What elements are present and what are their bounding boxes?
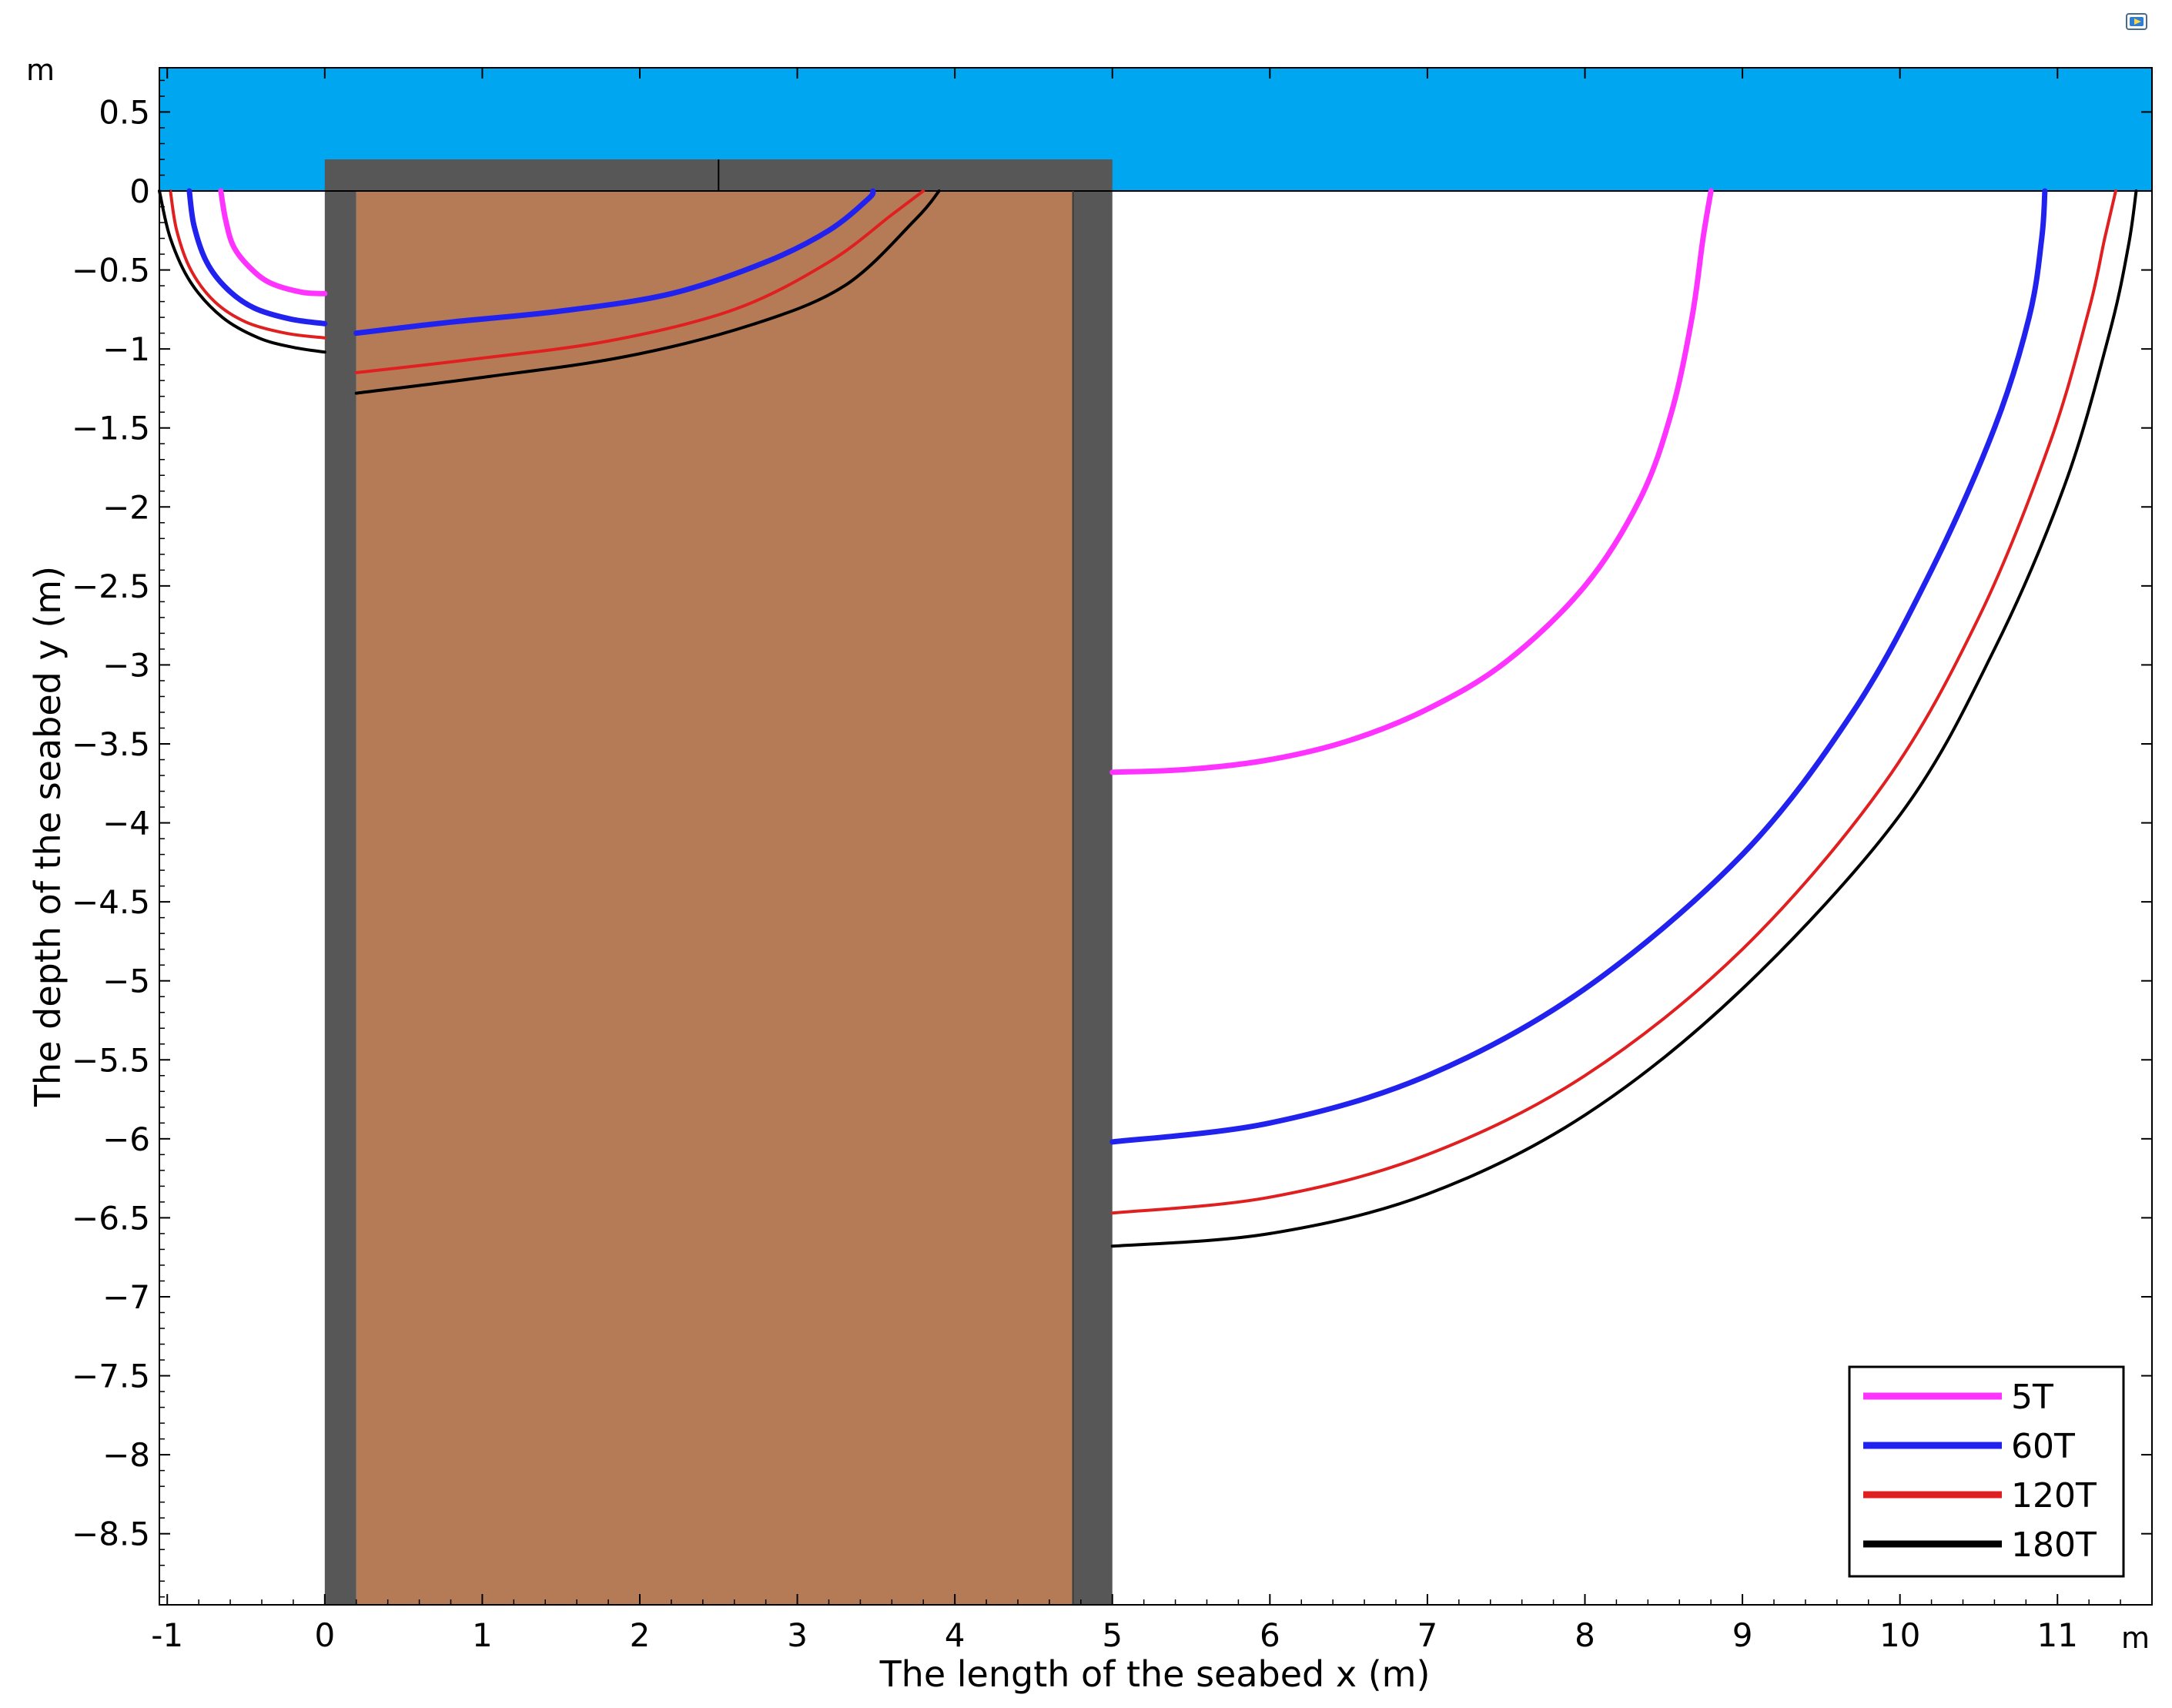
y-tick-label: −0.5 — [72, 252, 150, 290]
y-tick-label: −8 — [102, 1436, 150, 1474]
x-axis-unit-label: m — [2121, 1621, 2150, 1655]
y-tick-label: −3 — [102, 646, 150, 684]
x-tick-label: 6 — [1260, 1616, 1280, 1654]
x-tick-label: 11 — [2037, 1616, 2078, 1654]
series-120T-segment-2 — [354, 189, 925, 374]
y-axis-unit-label: m — [26, 53, 55, 87]
x-axis-title: The length of the seabed x (m) — [879, 1653, 1431, 1695]
series-60T-segment-1 — [186, 188, 328, 327]
y-tick-label: −7.5 — [72, 1358, 150, 1395]
graphics-window-icon[interactable] — [2126, 13, 2147, 30]
x-tick-label: 4 — [945, 1616, 966, 1654]
y-tick-label: −1.5 — [72, 410, 150, 447]
series-5T-segment-1 — [218, 188, 328, 296]
x-tick-label: 10 — [1879, 1616, 1920, 1654]
series-120T-segment-1 — [169, 189, 326, 340]
x-tick-label: 5 — [1102, 1616, 1123, 1654]
series-60T-segment-3 — [1109, 188, 2048, 1145]
x-tick-label: 9 — [1732, 1616, 1753, 1654]
y-tick-label: −4 — [102, 805, 150, 842]
y-tick-label: −2 — [102, 488, 150, 526]
x-tick-label: 0 — [314, 1616, 335, 1654]
legend-label-60T: 60T — [2011, 1427, 2075, 1466]
y-tick-label: −1 — [102, 330, 150, 368]
legend-label-180T: 180T — [2011, 1525, 2097, 1565]
domain-regions — [159, 68, 2152, 1606]
series-120T-segment-3 — [1110, 189, 2117, 1215]
series-5T-segment-2 — [1109, 188, 1714, 775]
series-180T-segment-1 — [158, 189, 326, 354]
y-tick-label: −6.5 — [72, 1199, 150, 1237]
series-180T-segment-3 — [1110, 189, 2138, 1248]
legend-label-120T: 120T — [2011, 1476, 2097, 1515]
x-tick-label: 7 — [1417, 1616, 1438, 1654]
y-tick-label: −3.5 — [72, 725, 150, 763]
y-axis-title: The depth of the seabed y (m) — [27, 566, 69, 1107]
series-180T-segment-2 — [354, 189, 941, 395]
axis-ticks: -1 0 1 2 3 4 5 6 7 8 9 10 11 0.5 0 −0.5 −1 −1.5 −2 −2.5 −3 −3… — [72, 68, 2152, 1654]
y-tick-label: −2.5 — [72, 568, 150, 605]
x-tick-label: 8 — [1575, 1616, 1595, 1654]
y-tick-label: −5 — [102, 963, 150, 1000]
plot-frame — [159, 67, 2153, 1606]
y-tick-label: 0 — [129, 172, 150, 210]
x-tick-label: 3 — [787, 1616, 808, 1654]
legend: 5T 60T 120T 180T — [1848, 1365, 2125, 1578]
legend-label-5T: 5T — [2011, 1378, 2053, 1417]
x-tick-label: 2 — [630, 1616, 651, 1654]
y-tick-label: −5.5 — [72, 1041, 150, 1079]
y-tick-label: −4.5 — [72, 883, 150, 921]
x-tick-label: 1 — [472, 1616, 493, 1654]
y-tick-label: −6 — [102, 1120, 150, 1158]
y-tick-label: −8.5 — [72, 1515, 150, 1553]
y-tick-label: −7 — [102, 1278, 150, 1316]
series-lines — [158, 188, 2138, 1248]
y-tick-label: 0.5 — [99, 93, 150, 131]
series-60T-segment-2 — [353, 188, 876, 337]
region-soil-core — [356, 191, 1073, 1606]
region-right-wall — [1073, 191, 1113, 1606]
region-left-wall — [324, 191, 356, 1606]
x-tick-label: -1 — [151, 1616, 183, 1654]
